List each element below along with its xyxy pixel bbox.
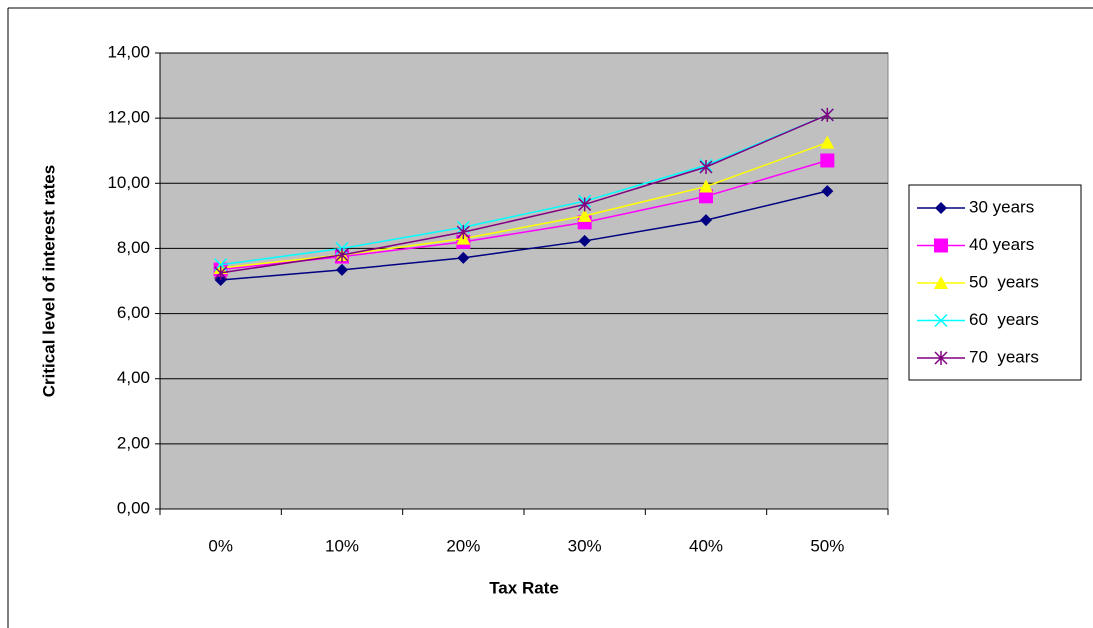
marker [578,197,592,212]
marker [934,276,948,289]
marker [577,208,592,222]
marker [457,251,470,264]
marker [820,135,835,149]
marker [214,274,227,287]
x-tick-label: 0% [208,536,233,555]
x-axis-title: Tax Rate [489,578,559,597]
y-tick-label: 4,00 [117,368,150,387]
marker [335,247,349,262]
legend-label: 70 years [969,347,1039,366]
series-line [220,114,828,274]
marker [820,107,834,122]
y-tick-label: 0,00 [117,498,150,517]
marker [935,202,947,214]
series-line [220,159,828,271]
x-tick-label: 50% [810,536,844,555]
marker [699,160,713,174]
x-tick-label: 40% [689,536,723,555]
marker [820,153,835,168]
x-tick-label: 30% [568,536,602,555]
marker [214,265,228,280]
plot-area [159,52,889,510]
series-line [220,190,828,281]
marker [699,179,713,193]
marker [934,238,948,253]
marker [934,351,948,365]
legend-label: 50 years [969,272,1039,291]
marker [456,225,470,240]
y-tick-label: 14,00 [107,42,150,61]
legend-label: 30 years [969,197,1034,216]
marker [700,214,712,227]
series-line [220,114,828,266]
y-tick-label: 2,00 [117,433,150,452]
x-tick-label: 10% [325,536,359,555]
marker [821,185,834,198]
legend-label: 60 years [969,310,1039,329]
series-line [220,141,828,269]
marker [578,234,591,247]
y-tick-label: 8,00 [117,238,150,257]
marker [699,189,713,204]
marker [336,263,348,276]
y-tick-label: 12,00 [107,108,150,127]
legend-label: 40 years [969,235,1034,254]
y-tick-label: 6,00 [117,303,150,322]
y-tick-label: 10,00 [107,173,150,192]
x-tick-label: 20% [446,536,480,555]
y-axis-title: Critical level of interest rates [39,165,58,397]
marker [934,313,948,328]
